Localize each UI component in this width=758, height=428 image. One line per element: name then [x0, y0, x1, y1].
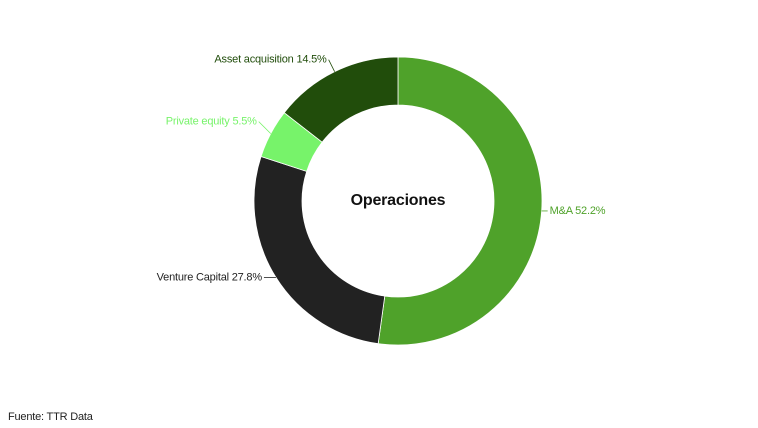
label-value: 14.5% — [296, 54, 327, 66]
data-label: Asset acquisition 14.5% — [214, 54, 327, 66]
chart-title: Operaciones — [351, 192, 446, 209]
label-name: M&A — [550, 205, 574, 217]
donut-slice — [253, 155, 386, 345]
label-name: Venture Capital — [157, 271, 229, 283]
leader-line — [328, 59, 336, 72]
leader-line — [258, 121, 272, 134]
label-name: Asset acquisition — [214, 54, 293, 66]
data-label: Private equity 5.5% — [166, 116, 257, 128]
source: Fuente: TTR Data — [8, 411, 94, 423]
label-name: Private equity — [166, 116, 231, 128]
donut-slice — [283, 56, 399, 143]
label-value: 5.5% — [232, 116, 257, 128]
label-value: 27.8% — [232, 271, 263, 283]
data-label: Venture Capital 27.8% — [157, 271, 263, 283]
label-value: 52.2% — [575, 205, 606, 217]
donut-slice — [377, 56, 543, 346]
data-label: M&A 52.2% — [550, 205, 606, 217]
